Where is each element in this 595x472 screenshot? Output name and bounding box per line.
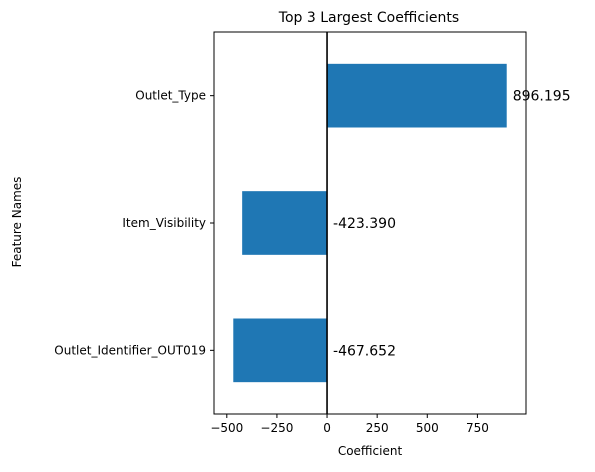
bar: [233, 318, 328, 383]
y-ticks-group: Outlet_Type Item_Visibility Outlet_Identif…: [54, 89, 214, 357]
value-label: -423.390: [333, 216, 396, 232]
y-axis-label: Feature Names: [10, 177, 24, 268]
value-labels-group: 896.195 -423.390 -467.652: [333, 89, 571, 360]
bar: [242, 191, 328, 255]
y-tick-label: Item_Visibility: [122, 216, 206, 230]
bar: [327, 63, 507, 128]
x-tick-label: 250: [366, 421, 389, 435]
x-tick-label: 750: [466, 421, 489, 435]
y-tick-label: Outlet_Type: [135, 89, 206, 103]
plot-frame: [213, 31, 527, 415]
x-axis-label: Coefficient: [338, 444, 403, 458]
x-tick-label: −250: [260, 421, 293, 435]
chart-title: Top 3 Largest Coefficients: [278, 10, 459, 26]
y-tick-label: Outlet_Identifier_OUT019: [54, 343, 206, 357]
x-tick-label: −500: [210, 421, 243, 435]
x-tick-label: 500: [416, 421, 439, 435]
value-label: -467.652: [333, 343, 396, 359]
bars-group: [233, 63, 507, 383]
value-label: 896.195: [513, 89, 571, 105]
x-ticks-group: −500 −250 0 250 500 750: [210, 414, 489, 435]
x-tick-label: 0: [323, 421, 331, 435]
